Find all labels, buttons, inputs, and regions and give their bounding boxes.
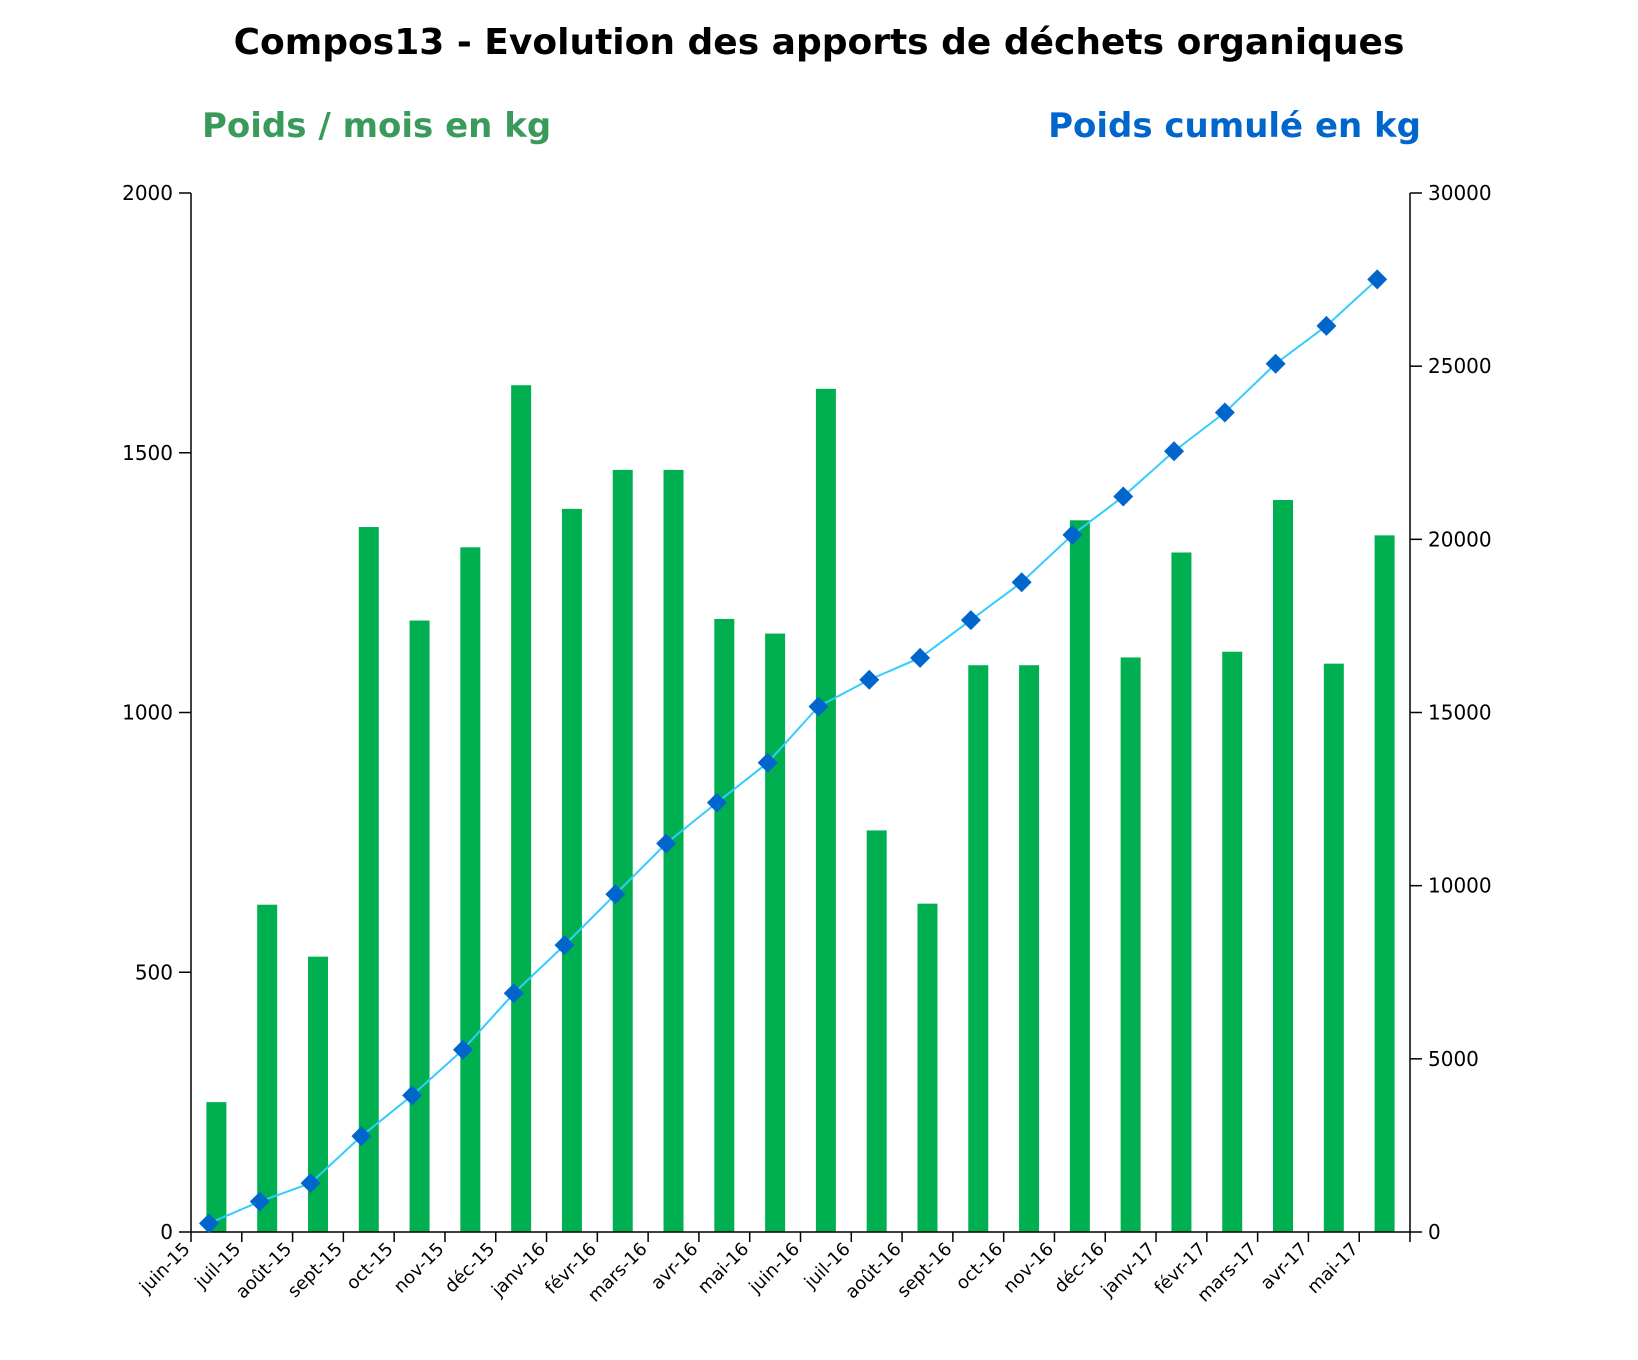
bar-déc-15	[511, 385, 532, 1233]
chart-title: Compos13 - Evolution des apports de déch…	[233, 22, 1405, 63]
bar-oct-15	[409, 620, 430, 1232]
right-tick-label-30000: 30000	[1428, 181, 1492, 205]
bar-sept-15	[358, 527, 379, 1232]
cumulative-point-juin-15	[199, 1213, 219, 1234]
bar-août-16	[917, 903, 938, 1232]
cumulative-point-juil-15	[249, 1191, 270, 1212]
x-label-janv-17: janv-17	[1097, 1239, 1160, 1302]
bar-sept-16	[968, 665, 989, 1232]
cumulative-point-mars-16	[656, 833, 677, 854]
cumulative-point-avr-17	[1316, 315, 1337, 336]
bar-janv-16	[561, 508, 582, 1233]
x-label-août-16: août-16	[841, 1239, 905, 1303]
bar-nov-15	[460, 547, 481, 1232]
cumulative-line	[208, 278, 1378, 1225]
cumulative-point-nov-16	[1062, 524, 1083, 545]
x-label-oct-15: oct-15	[342, 1239, 397, 1294]
cumulative-point-oct-16	[1011, 572, 1032, 593]
right-tick-label-20000: 20000	[1428, 527, 1492, 551]
bar-déc-16	[1120, 657, 1141, 1232]
bar-nov-16	[1069, 520, 1090, 1232]
x-label-sept-15: sept-15	[284, 1239, 347, 1302]
x-label-janv-16: janv-16	[487, 1239, 550, 1302]
bar-oct-16	[1019, 665, 1040, 1232]
left-tick-label-2000: 2000	[122, 181, 173, 205]
bar-juil-15	[257, 904, 278, 1232]
bar-mai-17	[1374, 535, 1395, 1232]
bar-avr-17	[1323, 663, 1344, 1232]
cumulative-point-janv-16	[554, 935, 575, 956]
bar-mars-16	[663, 469, 684, 1232]
bar-août-15	[307, 956, 328, 1232]
right-tick-label-15000: 15000	[1428, 701, 1492, 725]
cumulative-point-avr-16	[706, 792, 727, 813]
x-label-oct-16: oct-16	[952, 1239, 1007, 1294]
right-tick-label-5000: 5000	[1428, 1047, 1479, 1071]
cumulative-point-mai-16	[757, 752, 778, 773]
cumulative-point-oct-15	[402, 1085, 423, 1106]
bar-avr-16	[714, 618, 735, 1232]
x-label-avr-16: avr-16	[647, 1239, 702, 1294]
left-tick-label-500: 500	[135, 960, 173, 984]
cumulative-point-déc-16	[1113, 486, 1134, 507]
right-tick-label-25000: 25000	[1428, 354, 1492, 378]
right-axis-title: Poids cumulé en kg	[1048, 106, 1421, 146]
cumulative-point-nov-15	[452, 1039, 473, 1060]
cumulative-point-août-16	[910, 647, 931, 668]
x-label-sept-16: sept-16	[893, 1239, 956, 1302]
left-tick-label-1000: 1000	[122, 701, 173, 725]
bar-févr-16	[612, 469, 633, 1232]
cumulative-point-févr-17	[1214, 402, 1235, 423]
bars-layer	[206, 385, 1395, 1233]
cumulative-point-févr-16	[605, 884, 626, 905]
right-tick-label-0: 0	[1428, 1220, 1441, 1244]
right-tick-label-10000: 10000	[1428, 874, 1492, 898]
x-label-août-15: août-15	[232, 1239, 296, 1303]
line-layer	[199, 269, 1388, 1234]
cumulative-point-déc-15	[503, 983, 524, 1004]
axes-layer	[179, 192, 1422, 1242]
x-label-mai-17: mai-17	[1303, 1239, 1362, 1298]
cumulative-point-juil-16	[859, 669, 880, 690]
x-label-nov-15: nov-15	[390, 1239, 449, 1298]
left-tick-label-1500: 1500	[122, 441, 173, 465]
cumulative-point-sept-15	[351, 1126, 372, 1147]
x-label-avr-17: avr-17	[1257, 1239, 1312, 1294]
bar-févr-17	[1222, 651, 1243, 1232]
cumulative-point-août-15	[300, 1173, 321, 1194]
x-label-juin-15: juin-15	[135, 1239, 195, 1299]
bar-juin-15	[206, 1102, 227, 1232]
left-axis-title: Poids / mois en kg	[202, 106, 552, 146]
bar-janv-17	[1171, 552, 1192, 1232]
cumulative-point-mars-17	[1265, 353, 1286, 374]
cumulative-point-sept-16	[960, 610, 981, 631]
cumulative-point-janv-17	[1164, 441, 1185, 462]
bar-juin-16	[815, 388, 836, 1232]
cumulative-point-juin-16	[808, 696, 829, 717]
bar-juil-16	[866, 830, 887, 1232]
cumulative-point-mai-17	[1367, 269, 1388, 290]
left-tick-label-0: 0	[160, 1220, 173, 1244]
x-label-juin-16: juin-16	[744, 1239, 804, 1299]
x-label-mai-16: mai-16	[694, 1239, 753, 1298]
x-label-nov-16: nov-16	[999, 1239, 1058, 1298]
bar-mai-16	[765, 633, 786, 1232]
bar-mars-17	[1273, 500, 1294, 1232]
